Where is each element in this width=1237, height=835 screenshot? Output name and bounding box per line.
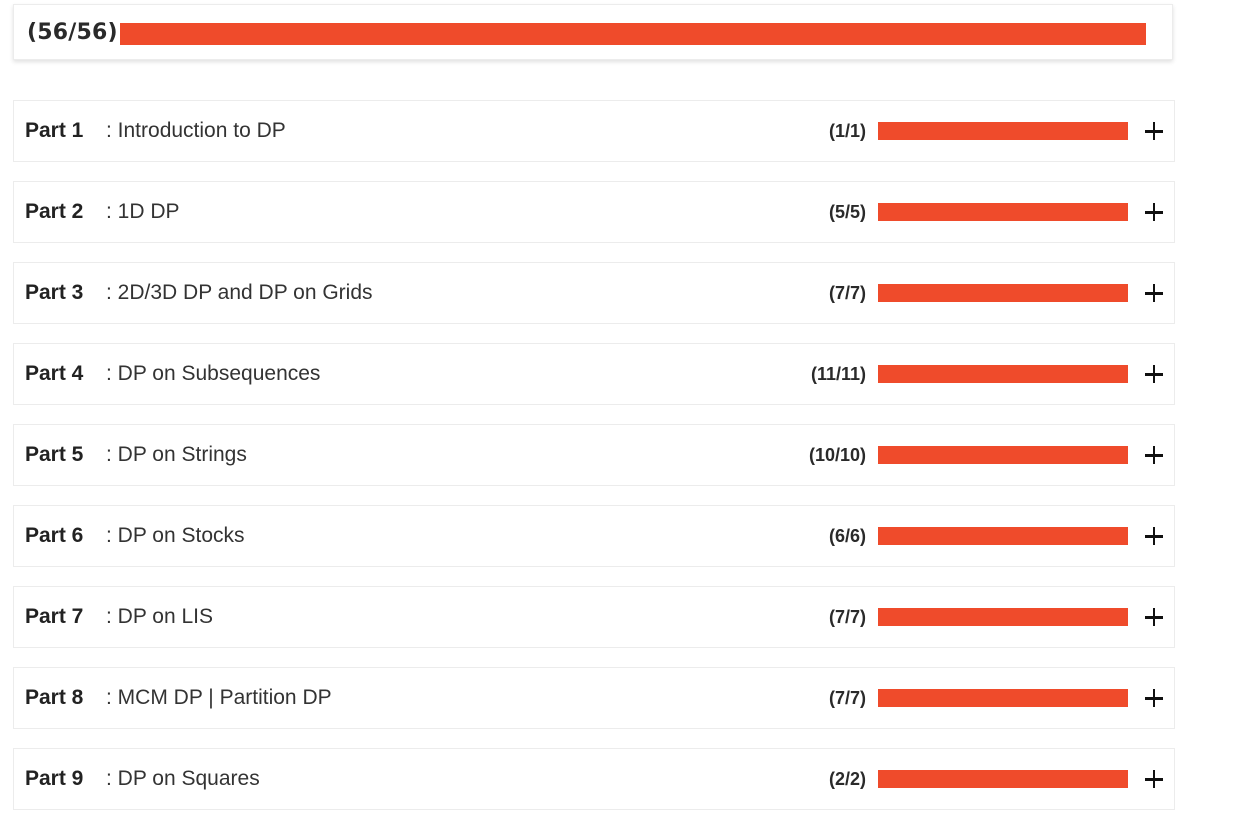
part-row-1[interactable]: Part 1 : Introduction to DP (1/1) [13, 100, 1175, 162]
part-label: Part 2 [25, 200, 84, 223]
part-label: Part 5 [25, 443, 84, 466]
part-title: : 2D/3D DP and DP on Grids [106, 281, 373, 304]
part-progress-bar [878, 446, 1128, 464]
part-title: : Introduction to DP [106, 119, 286, 142]
part-label: Part 3 [25, 281, 84, 304]
expand-part-1-plus-icon[interactable] [1142, 119, 1166, 143]
part-row-4[interactable]: Part 4 : DP on Subsequences (11/11) [13, 343, 1175, 405]
part-row-6[interactable]: Part 6 : DP on Stocks (6/6) [13, 505, 1175, 567]
expand-part-8-plus-icon[interactable] [1142, 686, 1166, 710]
part-progress-count: (2/2) [828, 769, 866, 789]
part-row-8[interactable]: Part 8 : MCM DP | Partition DP (7/7) [13, 667, 1175, 729]
part-progress-fill [878, 365, 1128, 383]
part-progress-fill [878, 446, 1128, 464]
part-progress-fill [878, 770, 1128, 788]
part-label: Part 7 [25, 605, 84, 628]
part-progress-bar [878, 689, 1128, 707]
part-progress-count: (6/6) [828, 526, 866, 546]
part-title: : DP on Squares [106, 767, 260, 790]
part-title: : DP on Strings [106, 443, 247, 466]
part-progress-bar [878, 203, 1128, 221]
part-progress-fill [878, 203, 1128, 221]
part-label: Part 1 [25, 119, 84, 142]
part-progress-bar [878, 122, 1128, 140]
part-title: : DP on Subsequences [106, 362, 321, 385]
part-label: Part 8 [25, 686, 84, 709]
part-label: Part 4 [25, 362, 84, 385]
part-progress-fill [878, 527, 1128, 545]
part-progress-count: (5/5) [828, 202, 866, 222]
parts-list: Part 1 : Introduction to DP (1/1) Part 2… [13, 100, 1175, 829]
part-progress-fill [878, 122, 1128, 140]
overall-progress-count: (56/56) [27, 20, 118, 45]
part-progress-fill [878, 284, 1128, 302]
part-title: : MCM DP | Partition DP [106, 686, 332, 709]
part-progress-count: (1/1) [828, 121, 866, 141]
part-progress-bar [878, 608, 1128, 626]
part-progress-count: (10/10) [808, 445, 866, 465]
part-title: : DP on LIS [106, 605, 214, 628]
overall-progress-bar [120, 23, 1146, 45]
part-progress-bar [878, 284, 1128, 302]
expand-part-5-plus-icon[interactable] [1142, 443, 1166, 467]
part-progress-fill [878, 689, 1128, 707]
part-progress-count: (7/7) [828, 283, 866, 303]
part-label: Part 6 [25, 524, 84, 547]
part-title: : DP on Stocks [106, 524, 245, 547]
part-label: Part 9 [25, 767, 84, 790]
expand-part-6-plus-icon[interactable] [1142, 524, 1166, 548]
part-progress-bar [878, 770, 1128, 788]
part-progress-bar [878, 365, 1128, 383]
part-row-5[interactable]: Part 5 : DP on Strings (10/10) [13, 424, 1175, 486]
part-progress-bar [878, 527, 1128, 545]
part-row-3[interactable]: Part 3 : 2D/3D DP and DP on Grids (7/7) [13, 262, 1175, 324]
expand-part-9-plus-icon[interactable] [1142, 767, 1166, 791]
expand-part-4-plus-icon[interactable] [1142, 362, 1166, 386]
part-progress-count: (7/7) [828, 688, 866, 708]
expand-part-3-plus-icon[interactable] [1142, 281, 1166, 305]
part-row-9[interactable]: Part 9 : DP on Squares (2/2) [13, 748, 1175, 810]
part-progress-fill [878, 608, 1128, 626]
part-progress-count: (7/7) [828, 607, 866, 627]
part-title: : 1D DP [106, 200, 180, 223]
overall-progress-card: (56/56) [13, 4, 1173, 60]
expand-part-2-plus-icon[interactable] [1142, 200, 1166, 224]
part-row-2[interactable]: Part 2 : 1D DP (5/5) [13, 181, 1175, 243]
overall-progress-fill [120, 23, 1146, 45]
part-progress-count: (11/11) [810, 364, 866, 384]
part-row-7[interactable]: Part 7 : DP on LIS (7/7) [13, 586, 1175, 648]
expand-part-7-plus-icon[interactable] [1142, 605, 1166, 629]
